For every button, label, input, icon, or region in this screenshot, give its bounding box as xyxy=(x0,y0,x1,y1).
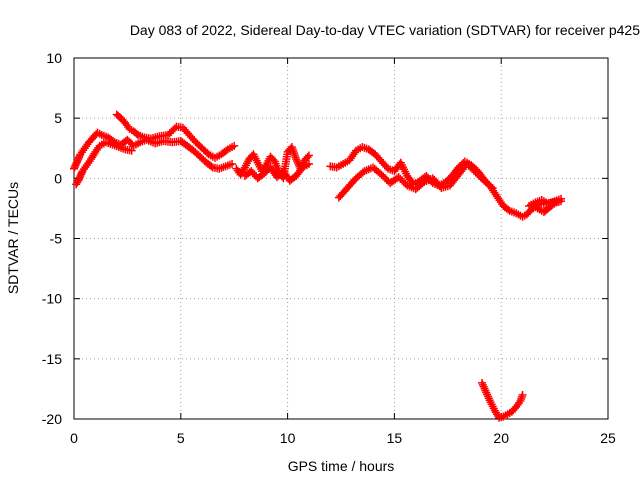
y-tick-label: -15 xyxy=(42,351,62,367)
data-point-main-track-fill xyxy=(207,162,216,171)
x-tick-label: 10 xyxy=(280,430,296,446)
data-point-upper-track xyxy=(230,141,239,150)
data-point-second-half-lower-fill xyxy=(486,182,495,191)
data-point-lower-early xyxy=(127,146,136,155)
x-tick-label: 25 xyxy=(600,430,616,446)
data-point-mid-scatter xyxy=(304,151,313,160)
data-point-tail xyxy=(557,194,566,203)
y-tick-label: -10 xyxy=(42,291,62,307)
y-tick-label: -20 xyxy=(42,411,62,427)
data-point-mid-scatter-fill xyxy=(303,153,312,162)
chart-title: Day 083 of 2022, Sidereal Day-to-day VTE… xyxy=(130,22,640,38)
x-tick-label: 15 xyxy=(387,430,403,446)
data-point-upper-track-fill xyxy=(170,124,179,133)
x-tick-label: 20 xyxy=(493,430,509,446)
y-tick-label: 10 xyxy=(46,50,62,66)
data-point-main-track xyxy=(228,159,237,168)
y-axis-title: SDTVAR / TECUs xyxy=(5,182,21,294)
data-points xyxy=(70,110,566,422)
data-point-second-half-lower xyxy=(488,183,497,192)
x-axis-title: GPS time / hours xyxy=(288,458,395,474)
y-tick-label: 5 xyxy=(54,110,62,126)
x-tick-label: 5 xyxy=(177,430,185,446)
data-point-mid-lower xyxy=(304,159,313,168)
x-tick-label: 0 xyxy=(70,430,78,446)
y-tick-label: -5 xyxy=(50,231,63,247)
data-point-deep-excursion xyxy=(518,390,527,399)
axis-ticks: 0 5 10 15 20 25 10 5 0 -5 -10 -15 -20 xyxy=(42,50,616,446)
grid-lines xyxy=(74,58,608,419)
y-tick-label: 0 xyxy=(54,170,62,186)
